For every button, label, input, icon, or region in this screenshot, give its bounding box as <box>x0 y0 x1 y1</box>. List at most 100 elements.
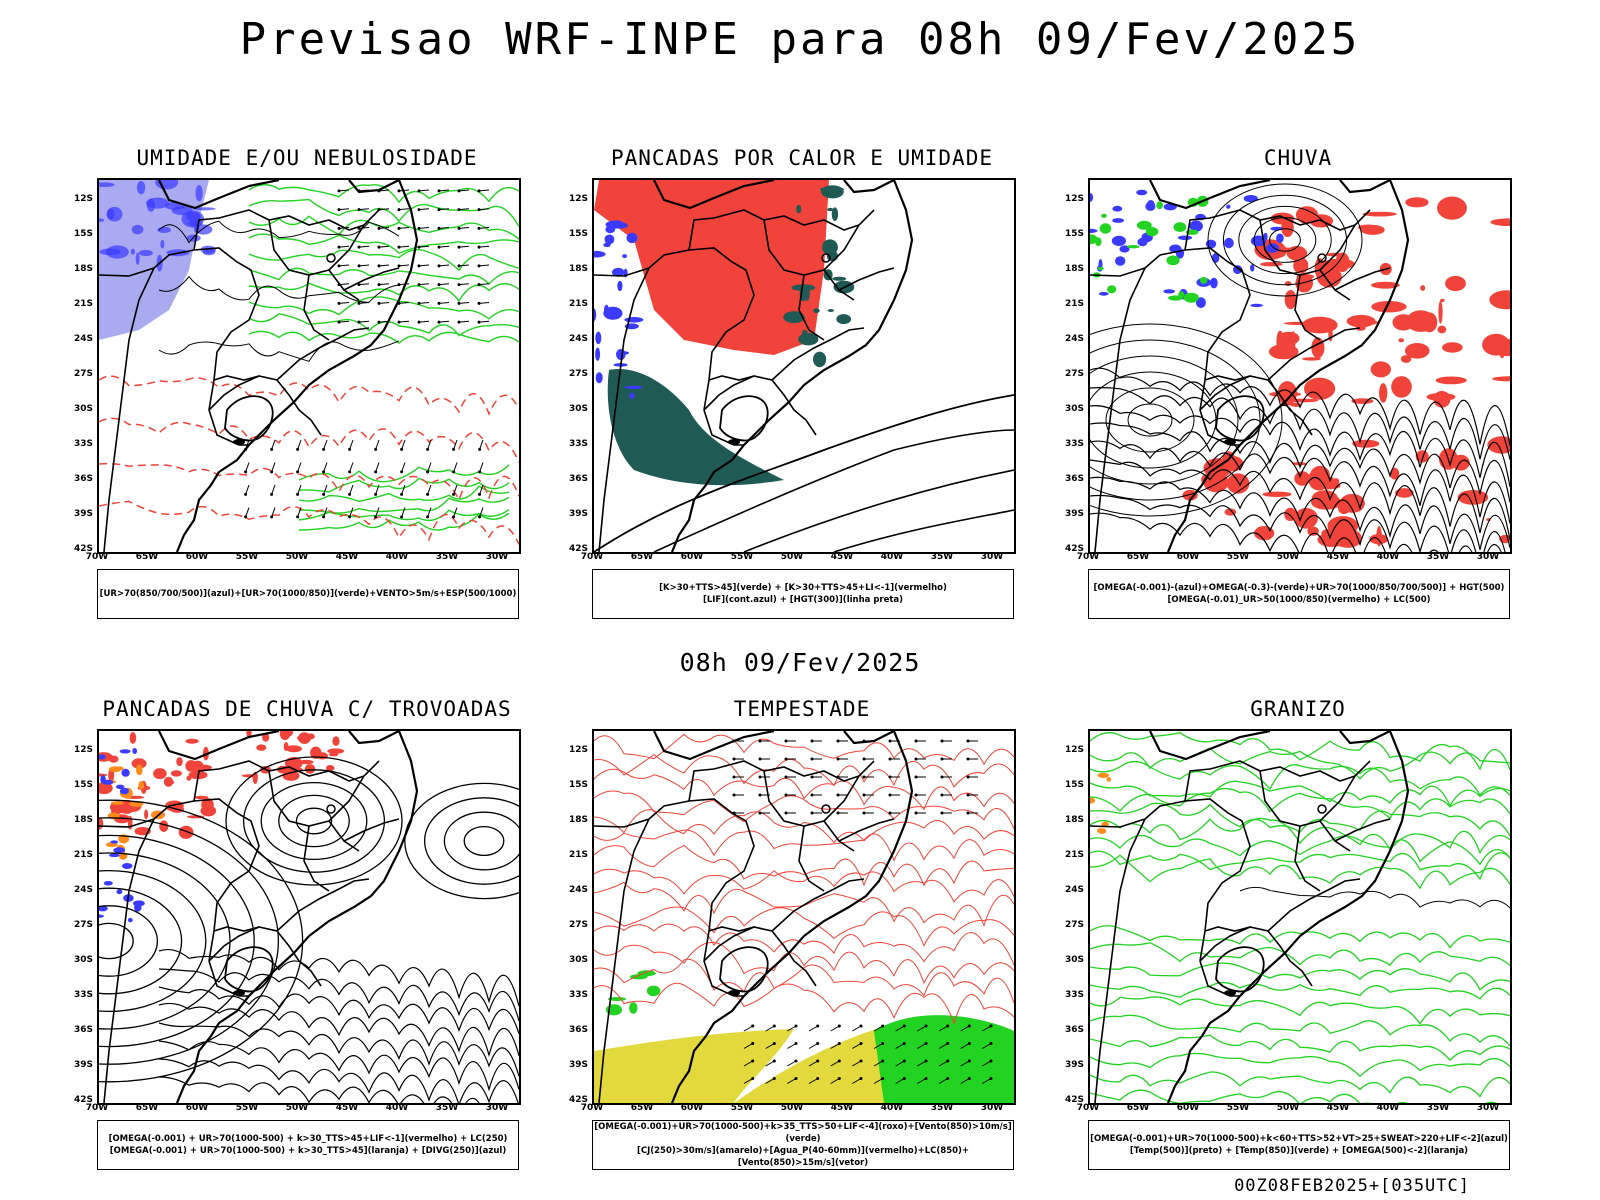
lon-tick-label: 60W <box>680 1103 704 1113</box>
lon-tick-label: 70W <box>1076 1103 1100 1113</box>
lat-tick-label: 18S <box>1064 815 1084 825</box>
run-footer: 00Z08FEB2025+[035UTC] <box>1234 1176 1470 1196</box>
lat-tick-label: 18S <box>568 815 588 825</box>
panel-title: UMIDADE E/OU NEBULOSIDADE <box>136 146 478 170</box>
lat-tick-label: 36S <box>1064 1025 1084 1035</box>
lon-tick-label: 40W <box>385 552 409 562</box>
lon-tick-label: 65W <box>630 552 654 562</box>
legend-line: [OMEGA(-0.001)+UR>70(1000-500)+k<60+TTS>… <box>1090 1134 1508 1144</box>
lat-tick-label: 21S <box>568 299 588 309</box>
lon-tick-label: 35W <box>930 1103 954 1113</box>
lat-tick-label: 21S <box>1064 850 1084 860</box>
lat-tick-label: 12S <box>568 745 588 755</box>
lat-tick-label: 27S <box>568 920 588 930</box>
lat-tick-label: 24S <box>73 885 93 895</box>
lon-tick-label: 50W <box>780 552 804 562</box>
panel-title: GRANIZO <box>1250 697 1346 721</box>
lat-tick-label: 18S <box>73 264 93 274</box>
lon-tick-label: 30W <box>980 1103 1004 1113</box>
map-graphic <box>99 180 519 552</box>
lat-tick-label: 36S <box>73 474 93 484</box>
legend-line: [Temp(500)](preto) + [Temp(850)](verde) … <box>1129 1146 1469 1156</box>
forecast-map <box>97 729 521 1105</box>
lat-tick-label: 21S <box>73 850 93 860</box>
lon-tick-label: 55W <box>730 552 754 562</box>
lat-tick-label: 12S <box>73 745 93 755</box>
lon-tick-label: 65W <box>630 1103 654 1113</box>
lon-tick-label: 55W <box>235 1103 259 1113</box>
lat-tick-label: 18S <box>568 264 588 274</box>
lon-tick-label: 55W <box>235 552 259 562</box>
lon-tick-label: 35W <box>435 1103 459 1113</box>
lon-tick-label: 65W <box>1126 1103 1150 1113</box>
legend-line: [OMEGA(-0.001) + UR>70(1000-500) + k>30_… <box>108 1134 508 1144</box>
lat-tick-label: 27S <box>568 369 588 379</box>
lat-tick-label: 33S <box>73 990 93 1000</box>
lat-tick-label: 39S <box>568 1060 588 1070</box>
lat-tick-label: 33S <box>568 439 588 449</box>
lat-tick-label: 30S <box>73 955 93 965</box>
panel-title: CHUVA <box>1263 146 1333 170</box>
lat-tick-label: 27S <box>1064 920 1084 930</box>
map-graphic <box>1090 731 1510 1103</box>
lat-tick-label: 24S <box>1064 334 1084 344</box>
lat-tick-label: 27S <box>73 920 93 930</box>
lat-tick-label: 21S <box>1064 299 1084 309</box>
panel-legend: [UR>70(850/700/500)](azul)+[UR>70(1000/8… <box>97 569 519 619</box>
lon-tick-label: 45W <box>830 552 854 562</box>
lon-tick-label: 55W <box>1226 552 1250 562</box>
lon-tick-label: 50W <box>780 1103 804 1113</box>
lon-tick-label: 55W <box>730 1103 754 1113</box>
lon-tick-label: 65W <box>1126 552 1150 562</box>
lat-tick-label: 12S <box>73 194 93 204</box>
legend-line: [OMEGA(-0.001)+UR>70(1000-500)+k>35_TTS>… <box>594 1122 1012 1144</box>
lon-tick-label: 45W <box>1326 1103 1350 1113</box>
lon-tick-label: 40W <box>1376 1103 1400 1113</box>
lat-tick-label: 42S <box>1064 1095 1084 1105</box>
main-title: Previsao WRF-INPE para 08h 09/Fev/2025 <box>239 14 1361 65</box>
lat-tick-label: 36S <box>1064 474 1084 484</box>
forecast-map <box>592 178 1016 554</box>
lat-tick-label: 42S <box>73 1095 93 1105</box>
lon-tick-label: 40W <box>880 552 904 562</box>
lon-tick-label: 50W <box>1276 1103 1300 1113</box>
lat-tick-label: 36S <box>568 1025 588 1035</box>
lat-tick-label: 36S <box>568 474 588 484</box>
legend-line: [OMEGA(-0.001) + UR>70(1000-500) + k>30_… <box>109 1146 507 1156</box>
lon-tick-label: 60W <box>1176 552 1200 562</box>
legend-line: [CJ(250)>30m/s](amarelo)+[Agua_P(40-60mm… <box>636 1146 970 1168</box>
lat-tick-label: 12S <box>1064 194 1084 204</box>
panel-legend: [K>30+TTS>45](verde) + [K>30+TTS>45+LI<-… <box>592 569 1014 619</box>
lat-tick-label: 27S <box>1064 369 1084 379</box>
lon-tick-label: 65W <box>135 1103 159 1113</box>
lat-tick-label: 30S <box>568 404 588 414</box>
lat-tick-label: 39S <box>73 1060 93 1070</box>
lat-tick-label: 12S <box>1064 745 1084 755</box>
lat-tick-label: 15S <box>568 229 588 239</box>
lon-tick-label: 70W <box>85 1103 109 1113</box>
lat-tick-label: 33S <box>1064 990 1084 1000</box>
lat-tick-label: 15S <box>73 780 93 790</box>
lat-tick-label: 30S <box>1064 955 1084 965</box>
legend-line: [UR>70(850/700/500)](azul)+[UR>70(1000/8… <box>99 589 517 599</box>
lon-tick-label: 45W <box>335 552 359 562</box>
lat-tick-label: 18S <box>73 815 93 825</box>
lon-tick-label: 70W <box>1076 552 1100 562</box>
lat-tick-label: 12S <box>568 194 588 204</box>
legend-line: [LIF](cont.azul) + [HGT(300)](linha pret… <box>702 595 904 605</box>
lat-tick-label: 33S <box>568 990 588 1000</box>
map-graphic <box>1090 180 1510 552</box>
panel-title: TEMPESTADE <box>733 697 871 721</box>
lon-tick-label: 45W <box>830 1103 854 1113</box>
lat-tick-label: 39S <box>1064 1060 1084 1070</box>
legend-line: [K>30+TTS>45](verde) + [K>30+TTS>45+LI<-… <box>659 583 947 593</box>
map-graphic <box>99 731 519 1103</box>
lat-tick-label: 21S <box>568 850 588 860</box>
lat-tick-label: 39S <box>568 509 588 519</box>
lat-tick-label: 42S <box>1064 544 1084 554</box>
lon-tick-label: 70W <box>580 1103 604 1113</box>
lon-tick-label: 60W <box>680 552 704 562</box>
lat-tick-label: 42S <box>568 1095 588 1105</box>
forecast-time-label: 08h 09/Fev/2025 <box>679 648 921 677</box>
panel-legend: [OMEGA(-0.001) + UR>70(1000-500) + k>30_… <box>97 1120 519 1170</box>
